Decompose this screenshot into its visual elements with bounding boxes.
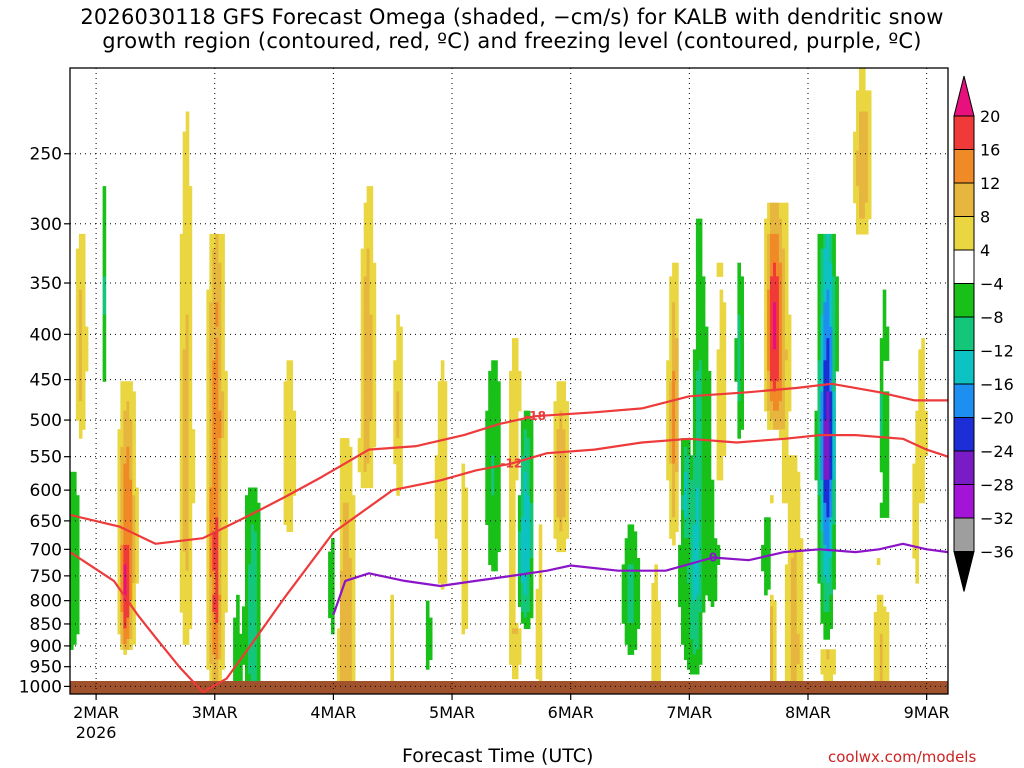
colorbar-top-arrow: [953, 75, 975, 117]
colorbar-bottom-arrow: [953, 551, 975, 592]
colorbar-segment-2: [953, 149, 975, 184]
ytick-label-800: 800: [30, 592, 62, 612]
contour-label-1: -12: [501, 457, 523, 471]
contour-label-0: -18: [524, 409, 546, 423]
colorbar-label-4: 4: [980, 241, 990, 260]
ytick-label-700: 700: [30, 540, 62, 560]
xtick-label-8mar: 8MAR: [785, 703, 831, 722]
colorbar-label-6: −8: [980, 308, 1004, 327]
ytick-label-450: 450: [30, 371, 62, 391]
colorbar-segment-12: [953, 484, 975, 519]
ytick-label-250: 250: [30, 145, 62, 165]
plot-frame: [69, 67, 949, 695]
ground-surface: [70, 681, 948, 694]
colorbar-segment-9: [953, 383, 975, 418]
contour-dendritic-top: [70, 382, 948, 545]
xtick-label-6mar: 6MAR: [548, 703, 594, 722]
xtick-label-5mar: 5MAR: [429, 703, 475, 722]
x-axis-ticks: 2MAR 3MAR 4MAR 5MAR 6MAR 7MAR 8MAR 9MAR 2026: [73, 694, 950, 742]
colorbar-label-12: −32: [980, 509, 1014, 528]
ytick-label-500: 500: [30, 411, 62, 431]
omega-shading: [70, 68, 928, 694]
colorbar-label-1: 16: [980, 141, 1000, 160]
ytick-label-650: 650: [30, 512, 62, 532]
credit-link[interactable]: coolwx.com/models: [828, 748, 977, 766]
colorbar-label-8: −16: [980, 375, 1014, 394]
ytick-label-1000: 1000: [19, 677, 62, 697]
ytick-label-900: 900: [30, 637, 62, 657]
contour-dendritic-bottom: [70, 434, 948, 694]
colorbar-segment-3: [953, 182, 975, 217]
x-axis-title: Forecast Time (UTC): [402, 745, 594, 767]
ytick-label-550: 550: [30, 448, 62, 468]
xtick-label-3mar: 3MAR: [192, 703, 238, 722]
contour-label-2: 0: [709, 550, 717, 564]
colorbar-label-3: 8: [980, 208, 990, 227]
contour-freezing-level: [332, 542, 948, 616]
ytick-label-950: 950: [30, 658, 62, 678]
colorbar: 20 16 12 8 4 −4 −8 −12 −16 −20 −24 −28 −32 −36: [953, 75, 1014, 592]
colorbar-label-11: −28: [980, 476, 1014, 495]
colorbar-segment-4: [953, 216, 975, 251]
y-axis-ticks: 2503003504004505005506006507007508008509…: [19, 145, 70, 697]
colorbar-segment-7: [953, 316, 975, 351]
colorbar-segment-13: [953, 517, 975, 552]
xtick-label-2mar: 2MAR: [73, 703, 119, 722]
contours: -18 -12 0: [70, 382, 948, 694]
ytick-label-600: 600: [30, 481, 62, 501]
colorbar-label-13: −36: [980, 543, 1014, 562]
ytick-label-350: 350: [30, 274, 62, 294]
chart-title-line-1: 2026030118 GFS Forecast Omega (shaded, −…: [80, 5, 944, 29]
ytick-label-400: 400: [30, 325, 62, 345]
colorbar-segment-5: [953, 249, 975, 284]
colorbar-segment-11: [953, 450, 975, 485]
xtick-label-4mar: 4MAR: [310, 703, 356, 722]
xtick-label-9mar: 9MAR: [904, 703, 950, 722]
colorbar-label-10: −24: [980, 442, 1014, 461]
colorbar-segment-8: [953, 350, 975, 385]
ytick-label-750: 750: [30, 567, 62, 587]
ytick-label-850: 850: [30, 615, 62, 635]
xtick-year-label: 2026: [76, 723, 117, 742]
colorbar-label-7: −12: [980, 342, 1014, 361]
colorbar-label-5: −4: [980, 275, 1004, 294]
colorbar-segment-1: [953, 115, 975, 150]
xtick-label-7mar: 7MAR: [666, 703, 712, 722]
chart-title-line-2: growth region (contoured, red, ºC) and f…: [102, 29, 922, 53]
colorbar-label-9: −20: [980, 409, 1014, 428]
colorbar-segment-6: [953, 283, 975, 318]
colorbar-label-2: 12: [980, 174, 1000, 193]
colorbar-segment-10: [953, 417, 975, 452]
colorbar-label-0: 20: [980, 107, 1000, 126]
ytick-label-300: 300: [30, 215, 62, 235]
